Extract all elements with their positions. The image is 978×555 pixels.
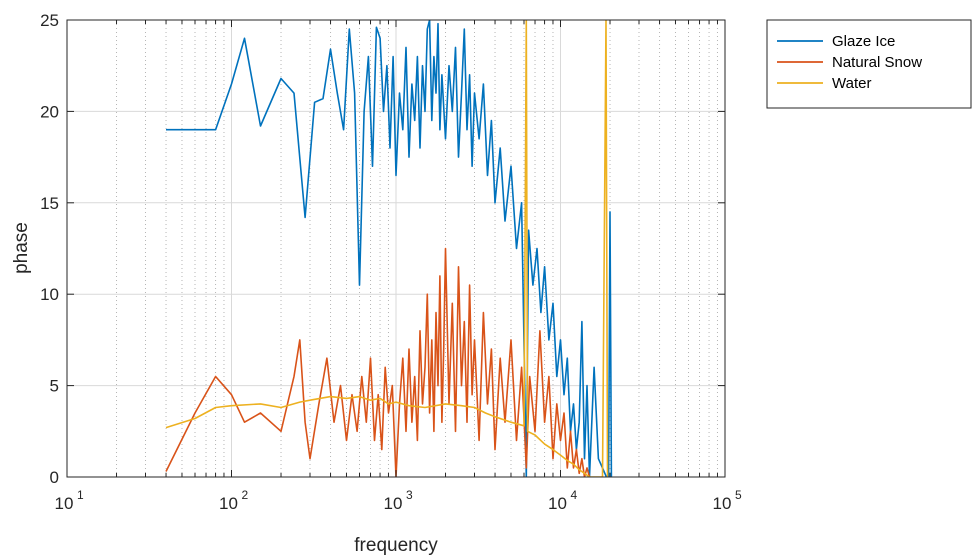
- x-tick-base: 10: [219, 494, 238, 513]
- legend-box: [766, 19, 972, 109]
- series-line-glaze-ice: [166, 20, 613, 477]
- legend-item: Glaze Ice: [777, 33, 895, 50]
- x-tick-base: 10: [384, 494, 403, 513]
- y-axis-label: phase: [11, 222, 32, 274]
- grid-lines: [66, 19, 726, 478]
- x-tick-base: 10: [55, 494, 74, 513]
- legend-label: Water: [832, 75, 871, 92]
- x-tick-exponent: 2: [242, 488, 249, 502]
- y-tick-label: 0: [50, 468, 59, 487]
- legend: Glaze Ice Natural Snow Water: [766, 19, 972, 109]
- x-tick-exponent: 5: [735, 488, 742, 502]
- legend-label: Glaze Ice: [832, 33, 895, 50]
- x-tick-base: 10: [713, 494, 732, 513]
- legend-item: Water: [777, 75, 871, 92]
- y-tick-label: 25: [40, 11, 59, 30]
- y-tick-label: 20: [40, 102, 59, 121]
- x-tick-label: 10 1: [55, 488, 84, 513]
- x-tick-label: 10 5: [713, 488, 742, 513]
- x-tick-exponent: 3: [406, 488, 413, 502]
- legend-label: Natural Snow: [832, 54, 922, 71]
- x-axis-label: frequency: [354, 535, 438, 555]
- x-tick-label: 10 3: [384, 488, 413, 513]
- x-tick-label: 10 2: [219, 488, 248, 513]
- legend-items: Glaze Ice Natural Snow Water: [777, 33, 922, 92]
- x-tick-label: 10 4: [548, 488, 577, 513]
- y-tick-label: 5: [50, 377, 59, 396]
- series-line-water: [165, 20, 609, 477]
- y-tick-label: 10: [40, 285, 59, 304]
- series-group: [165, 20, 613, 477]
- legend-item: Natural Snow: [777, 54, 922, 71]
- x-tick-exponent: 4: [571, 488, 578, 502]
- tick-marks: [66, 19, 726, 478]
- x-tick-exponent: 1: [77, 488, 84, 502]
- x-tick-base: 10: [548, 494, 567, 513]
- series-line-natural-snow: [165, 247, 591, 477]
- y-tick-label: 15: [40, 194, 59, 213]
